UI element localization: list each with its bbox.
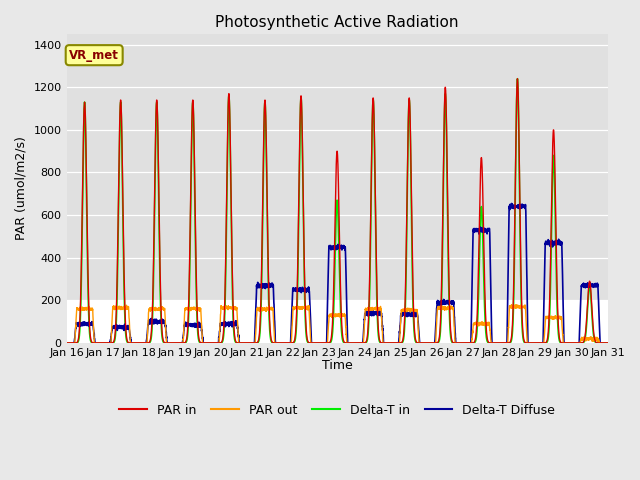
Title: Photosynthetic Active Radiation: Photosynthetic Active Radiation	[215, 15, 459, 30]
Legend: PAR in, PAR out, Delta-T in, Delta-T Diffuse: PAR in, PAR out, Delta-T in, Delta-T Dif…	[115, 399, 560, 422]
Text: VR_met: VR_met	[69, 48, 119, 61]
Y-axis label: PAR (umol/m2/s): PAR (umol/m2/s)	[15, 136, 28, 240]
Bar	[67, 34, 607, 300]
X-axis label: Time: Time	[322, 359, 353, 372]
